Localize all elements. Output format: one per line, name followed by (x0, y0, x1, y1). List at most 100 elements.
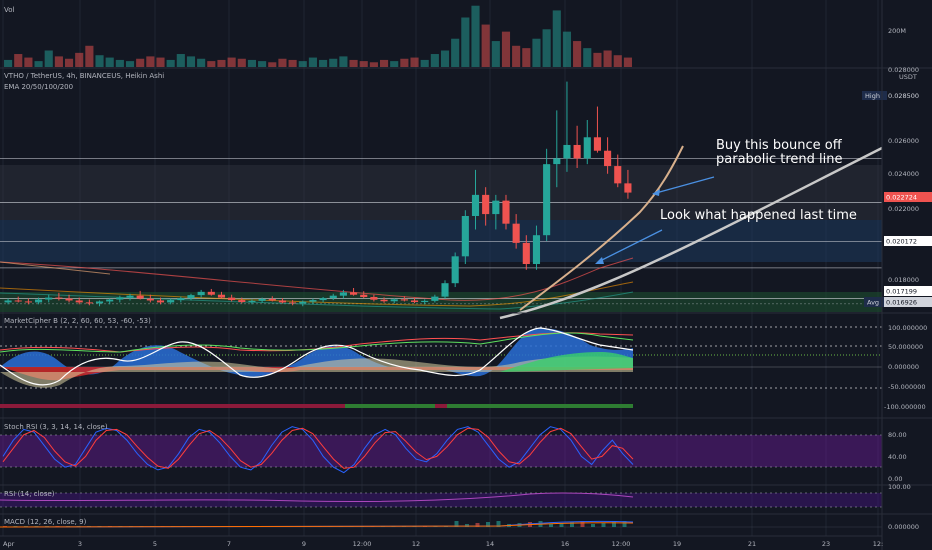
mcb-bar-red (0, 404, 345, 408)
candle-body (106, 299, 114, 302)
volume-bar (85, 45, 94, 67)
volume-bar (319, 59, 328, 67)
level-tag-2: 0.017199 (884, 286, 932, 296)
candle-body (65, 298, 73, 301)
svg-text:0.020172: 0.020172 (886, 238, 917, 246)
volume-bar (512, 45, 521, 67)
mcb-bar-red-2 (435, 404, 447, 408)
volume-bar (400, 58, 409, 67)
candle-body (563, 144, 571, 159)
candle-body (390, 299, 398, 302)
rsi-label: RSI (14, close) (4, 490, 55, 498)
candle-body (268, 298, 276, 301)
mcb-bar-green (345, 404, 435, 408)
candle-body (461, 216, 469, 257)
volume-bar (420, 59, 429, 67)
mcb-tick-50: 50.000000 (888, 343, 923, 351)
parabolic-trend-line[interactable] (519, 145, 684, 311)
volume-bar (379, 59, 389, 67)
candle-body (339, 292, 347, 296)
mcb-label: MarketCipher B (2, 2, 60, 60, 53, -60, -… (4, 317, 151, 325)
candle-body (167, 300, 175, 303)
time-tick-label: 14 (486, 540, 494, 548)
time-tick-label: 12:00 (353, 540, 372, 548)
volume-label: Vol (4, 6, 15, 14)
volume-bar (390, 61, 399, 67)
volume-bar (75, 52, 84, 67)
rsi-pane: RSI (14, close) 100.00 (0, 483, 911, 508)
svg-text:High: High (865, 92, 880, 100)
macd-tick-0: 0.000000 (888, 523, 919, 531)
time-tick-label: 3 (78, 540, 82, 548)
volume-bar (491, 41, 500, 67)
candle-body (116, 297, 124, 300)
volume-bar (44, 50, 53, 67)
candle-body (197, 291, 205, 296)
volume-bar (542, 29, 551, 68)
mcb-bar-green-2 (447, 404, 633, 408)
candle-body (136, 295, 144, 299)
level-tag-1: 0.020172 (884, 236, 932, 246)
volume-bar (298, 61, 307, 67)
volume-bar (237, 58, 246, 67)
volume-bar (186, 56, 196, 67)
high-tag: High 0.028500 (862, 91, 932, 100)
candle-body (146, 298, 154, 301)
candle-body (299, 301, 307, 304)
mcb-tick-100: 100.000000 (888, 324, 927, 332)
candle-body (492, 200, 500, 215)
long-trend-line[interactable] (499, 146, 883, 320)
annotation-buy-bounce: Buy this bounce off (716, 138, 843, 153)
stochrsi-k-line (2, 426, 634, 474)
candle-body (75, 300, 83, 303)
avg-tag: Avg 0.016926 (864, 297, 932, 307)
candle-body (126, 295, 134, 298)
mcb-tick-m50: -50.000000 (888, 383, 926, 391)
time-tick-label: 16 (561, 540, 569, 548)
price-tick-4: 0.018000 (888, 276, 919, 284)
candle-body (45, 297, 53, 300)
volume-bar (95, 55, 104, 67)
time-tick-label: 23 (822, 540, 830, 548)
volume-bar (593, 52, 602, 67)
candle-body (502, 200, 510, 224)
candle-body (380, 299, 388, 302)
time-tick-label: 12: (873, 540, 883, 548)
candle-body (624, 183, 632, 193)
macd-bar (570, 522, 574, 527)
svg-text:0.022724: 0.022724 (886, 194, 917, 202)
candle-body (248, 300, 256, 303)
stochrsi-tick-0: 0.00 (888, 475, 902, 483)
time-tick-label: 12:00 (612, 540, 631, 548)
volume-bar (501, 31, 511, 67)
volume-bar (339, 56, 348, 67)
volume-bar (217, 59, 226, 67)
candle-body (187, 295, 195, 299)
candle-body (451, 256, 459, 284)
candle-body (441, 283, 449, 297)
candle-body (553, 158, 561, 165)
candle-body (85, 302, 93, 304)
candle-body (55, 297, 63, 299)
candle-body (258, 298, 266, 301)
candle-body (482, 194, 490, 215)
candle-body (431, 296, 439, 301)
price-tick-2: 0.024000 (888, 170, 919, 178)
volume-bar (105, 57, 114, 67)
annotation-parabolic: parabolic trend line (716, 152, 842, 167)
volume-bar (258, 61, 267, 67)
candle-body (350, 292, 358, 295)
arrow-2 (599, 229, 663, 262)
candle-body (604, 150, 612, 167)
macd-bar (465, 524, 469, 527)
heikin-ashi-candles (4, 81, 632, 307)
time-tick-label: 7 (227, 540, 231, 548)
annotation-last-time: Look what happened last time (660, 208, 857, 223)
macd-signal-line (0, 522, 634, 528)
volume-bar (451, 38, 460, 67)
macd-bar (549, 524, 553, 527)
time-axis: Apr 3 5 7 9 12:00 12 14 16 12:00 19 21 23 12: (3, 540, 883, 548)
volume-bar (125, 61, 135, 67)
price-subtitle: EMA 20/50/100/200 (4, 83, 73, 91)
